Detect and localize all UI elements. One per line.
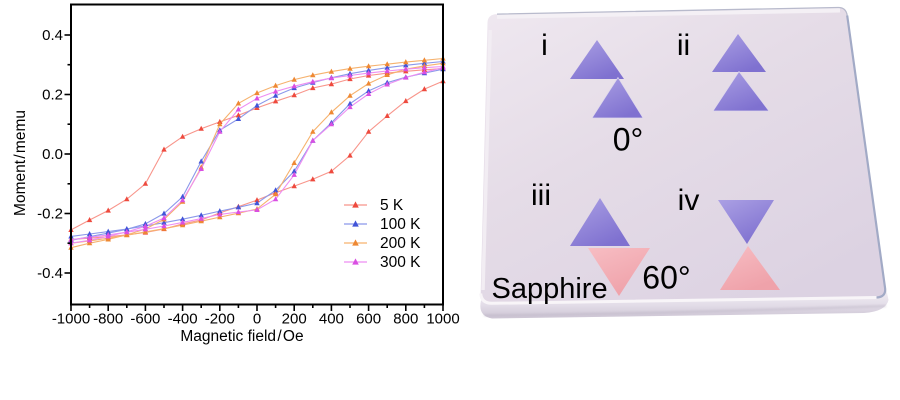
svg-text:0.0: 0.0 xyxy=(42,146,63,163)
svg-text:5 K: 5 K xyxy=(380,197,404,214)
svg-text:-600: -600 xyxy=(130,311,160,328)
svg-text:iii: iii xyxy=(531,179,551,212)
svg-text:-800: -800 xyxy=(93,311,123,328)
svg-text:1000: 1000 xyxy=(426,311,459,328)
svg-text:-400: -400 xyxy=(168,311,198,328)
svg-text:Magnetic field / Oe: Magnetic field / Oe xyxy=(180,328,303,345)
svg-text:-0.2: -0.2 xyxy=(37,206,63,223)
svg-text:60°: 60° xyxy=(642,260,690,296)
svg-text:200: 200 xyxy=(282,311,307,328)
svg-text:Moment / memu: Moment / memu xyxy=(12,110,29,216)
svg-text:100 K: 100 K xyxy=(380,216,421,233)
svg-text:200 K: 200 K xyxy=(380,235,421,252)
svg-text:-200: -200 xyxy=(205,311,235,328)
svg-text:-1000: -1000 xyxy=(52,311,90,328)
svg-text:0.2: 0.2 xyxy=(42,87,63,104)
svg-text:ii: ii xyxy=(677,29,690,62)
svg-text:-0.4: -0.4 xyxy=(37,265,63,282)
svg-text:800: 800 xyxy=(393,311,418,328)
svg-text:600: 600 xyxy=(356,311,381,328)
svg-text:300 K: 300 K xyxy=(380,254,421,271)
svg-text:iv: iv xyxy=(678,184,700,217)
svg-text:400: 400 xyxy=(319,311,344,328)
svg-text:0°: 0° xyxy=(613,122,644,158)
svg-text:0.4: 0.4 xyxy=(42,27,63,44)
svg-text:i: i xyxy=(541,29,548,62)
svg-text:0: 0 xyxy=(253,311,261,328)
svg-text:Sapphire: Sapphire xyxy=(492,273,608,305)
